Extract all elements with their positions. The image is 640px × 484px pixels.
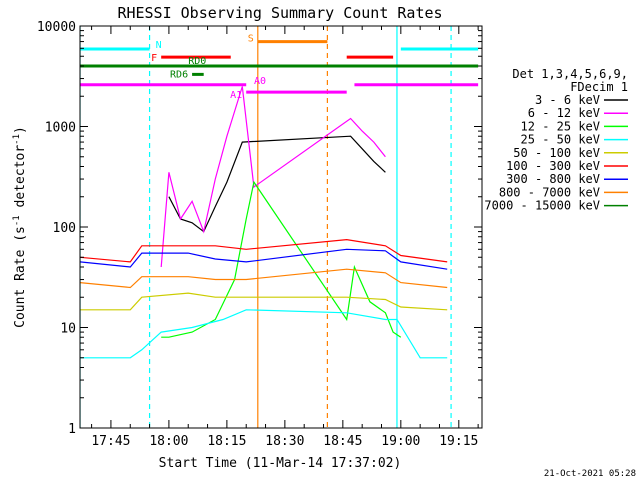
series-line-4: [80, 292, 448, 311]
x-tick-label: 19:00: [381, 434, 420, 449]
y-tick-label: 10: [60, 322, 76, 337]
series-line-0: [168, 135, 386, 233]
y-tick-label: 1: [68, 422, 76, 437]
x-tick-label: 18:45: [323, 434, 362, 449]
legend-header-line-2: FDecim 1: [570, 80, 628, 94]
flag-label-rd6: RD6: [170, 69, 188, 80]
x-tick-label: 18:15: [207, 434, 246, 449]
legend-header-line-1: Det 1,3,4,5,6,9,: [512, 67, 628, 81]
legend-entry-label: 12 - 25 keV: [521, 119, 600, 133]
flag-label-n: N: [156, 40, 162, 51]
legend-entry-label: 50 - 100 keV: [513, 146, 600, 160]
y-tick-label: 10000: [37, 20, 76, 35]
flag-label-a0: A0: [254, 76, 266, 87]
legend-entry-label: 100 - 300 keV: [506, 159, 600, 173]
legend-entry-label: 800 - 7000 keV: [499, 185, 600, 199]
flag-label-f: F: [151, 53, 157, 64]
x-tick-label: 18:00: [149, 434, 188, 449]
series-line-6: [80, 248, 448, 270]
legend-entry-label: 300 - 800 keV: [506, 172, 600, 186]
y-tick-label: 1000: [45, 121, 76, 136]
flag-label-s: S: [248, 34, 254, 45]
legend-entry-label: 7000 - 15000 keV: [484, 199, 600, 213]
flag-label-a1: A1: [230, 90, 242, 101]
y-axis-label: Count Rate (s-1 detector-1): [12, 126, 28, 328]
series-line-7: [80, 268, 448, 289]
x-tick-label: 17:45: [91, 434, 130, 449]
legend-entry-label: 25 - 50 keV: [521, 133, 600, 147]
chart-title: RHESSI Observing Summary Count Rates: [117, 4, 442, 22]
y-tick-label: 100: [53, 221, 76, 236]
x-axis-label: Start Time (11-Mar-14 17:37:02): [159, 456, 402, 471]
x-tick-label: 19:15: [439, 434, 478, 449]
legend-entry-label: 6 - 12 keV: [528, 106, 600, 120]
timestamp: 21-Oct-2021 05:28: [544, 469, 636, 479]
flag-label-rd0: RD0: [188, 56, 206, 67]
series-line-2: [161, 180, 402, 338]
series-line-5: [80, 238, 448, 263]
legend-entry-label: 3 - 6 keV: [535, 93, 600, 107]
series-line-3: [80, 309, 448, 359]
series-line-1: [160, 86, 386, 268]
x-tick-label: 18:30: [265, 434, 304, 449]
